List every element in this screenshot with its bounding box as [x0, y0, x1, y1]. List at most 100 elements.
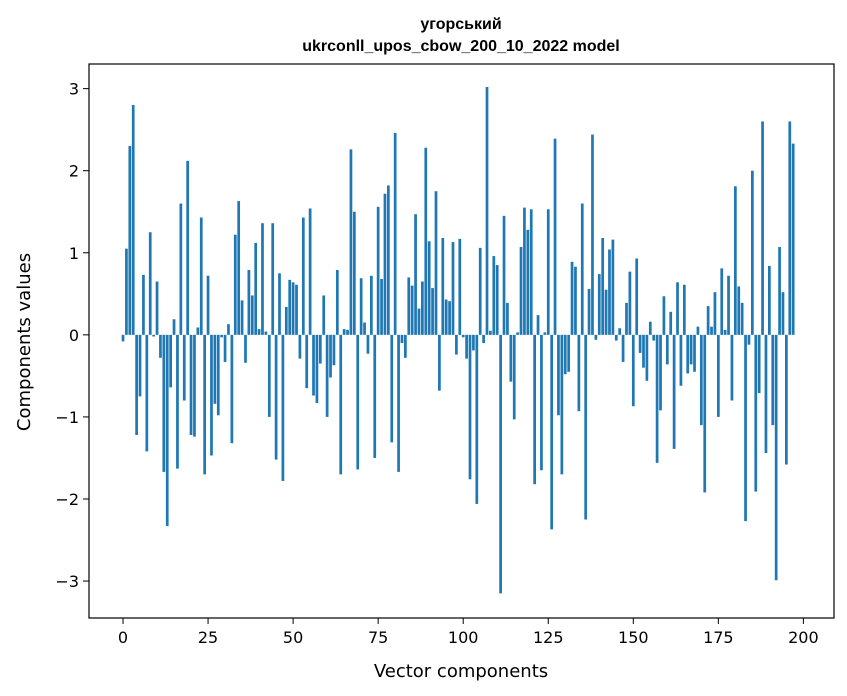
bar-75 — [376, 206, 380, 335]
bar-165 — [682, 284, 686, 335]
bar-72 — [366, 334, 370, 354]
y-axis-label: Components values — [14, 253, 35, 431]
bar-89 — [424, 147, 428, 335]
bar-18 — [182, 334, 186, 401]
bar-11 — [159, 334, 162, 358]
bar-55 — [308, 208, 312, 335]
bar-84 — [407, 277, 411, 335]
bar-85 — [410, 285, 414, 335]
bar-32 — [230, 334, 234, 444]
y-tick-label: 3 — [69, 80, 79, 99]
bar-196 — [788, 121, 792, 335]
bar-187 — [757, 334, 761, 394]
bar-134 — [577, 334, 581, 412]
bar-73 — [369, 275, 373, 335]
bar-128 — [557, 334, 560, 416]
bar-127 — [553, 138, 557, 335]
bar-22 — [196, 327, 200, 335]
bar-137 — [587, 288, 591, 335]
bar-125 — [546, 209, 550, 335]
bar-92 — [434, 191, 438, 335]
bar-46 — [278, 273, 281, 335]
bar-33 — [233, 234, 237, 335]
bar-100 — [461, 334, 465, 338]
bar-161 — [669, 311, 673, 335]
bar-160 — [665, 334, 669, 365]
bar-90 — [427, 241, 431, 335]
bar-101 — [465, 334, 468, 359]
bar-57 — [315, 334, 319, 403]
bar-144 — [611, 239, 615, 335]
bar-183 — [744, 334, 747, 522]
bar-147 — [621, 334, 625, 362]
bar-45 — [274, 334, 278, 460]
bar-8 — [148, 232, 152, 335]
bar-24 — [203, 334, 207, 475]
bar-114 — [509, 334, 513, 382]
bar-192 — [774, 334, 778, 581]
bar-63 — [335, 270, 339, 335]
bar-176 — [720, 268, 724, 335]
bar-48 — [284, 306, 288, 335]
bar-180 — [733, 186, 737, 335]
bar-52 — [298, 334, 302, 359]
bar-3 — [131, 105, 135, 335]
bar-15 — [172, 319, 176, 335]
bar-29 — [220, 334, 224, 338]
bar-119 — [526, 229, 530, 335]
bar-164 — [679, 334, 683, 386]
bar-67 — [349, 149, 353, 335]
bar-4 — [135, 334, 138, 435]
bar-175 — [716, 334, 720, 417]
bar-69 — [356, 334, 360, 470]
x-tick-label: 0 — [118, 628, 128, 647]
bar-42 — [264, 331, 268, 335]
bar-31 — [227, 324, 230, 335]
bar-40 — [257, 329, 261, 335]
bar-41 — [261, 223, 264, 335]
bar-43 — [267, 334, 271, 417]
bar-49 — [288, 279, 292, 335]
plot-frame — [88, 63, 835, 619]
bar-2 — [128, 146, 132, 335]
bar-118 — [523, 207, 526, 335]
bar-64 — [339, 334, 343, 475]
bar-157 — [655, 334, 659, 463]
bar-80 — [393, 132, 397, 335]
bar-168 — [693, 334, 696, 372]
y-tick-label: 0 — [69, 326, 79, 345]
bar-162 — [672, 334, 676, 449]
bar-34 — [237, 201, 241, 335]
bar-142 — [604, 289, 608, 335]
bar-105 — [478, 247, 482, 335]
bar-156 — [652, 334, 656, 341]
bar-153 — [642, 334, 645, 368]
bar-16 — [176, 334, 179, 469]
bar-47 — [281, 334, 285, 481]
bar-53 — [301, 217, 305, 335]
bar-36 — [244, 334, 247, 363]
bar-6 — [142, 274, 145, 335]
bar-68 — [352, 211, 356, 335]
bar-26 — [210, 334, 213, 456]
bar-50 — [291, 282, 295, 335]
bar-135 — [580, 203, 584, 335]
bar-97 — [451, 242, 455, 335]
bar-35 — [240, 300, 244, 335]
bar-194 — [781, 292, 785, 335]
bar-146 — [618, 328, 622, 335]
bar-107 — [485, 86, 489, 335]
bar-91 — [431, 288, 434, 335]
bar-111 — [499, 334, 502, 594]
bar-108 — [489, 330, 492, 335]
bar-74 — [373, 334, 377, 458]
bar-138 — [591, 134, 594, 335]
bar-56 — [312, 334, 315, 396]
bar-86 — [414, 214, 417, 335]
bar-172 — [706, 306, 710, 335]
bar-123 — [540, 334, 543, 471]
bar-112 — [502, 215, 506, 335]
bar-78 — [387, 185, 390, 335]
bar-191 — [771, 334, 775, 426]
